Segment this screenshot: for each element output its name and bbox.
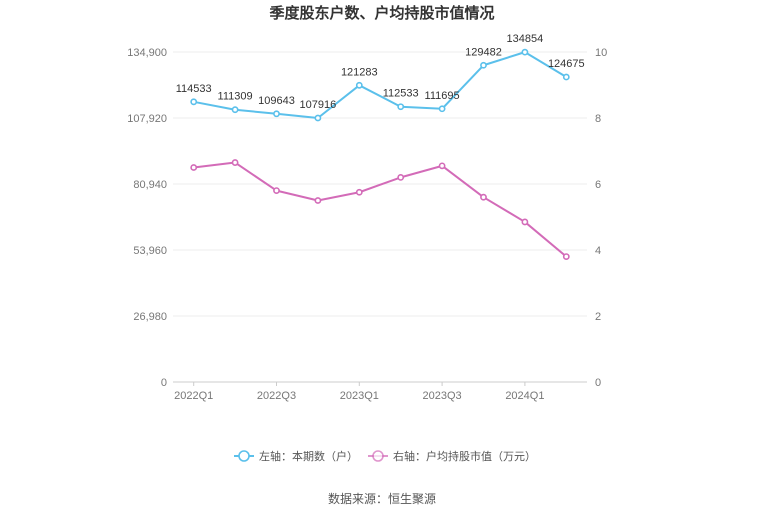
data-label: 124675 [548,58,585,70]
left-axis-tick-label: 107,920 [127,113,167,125]
data-label: 121283 [341,66,378,78]
data-label: 114533 [176,83,212,95]
data-point [480,193,487,201]
data-label: 111695 [425,90,460,102]
legend-item[interactable]: 左轴：本期数（户） [234,449,358,463]
data-point [314,197,322,204]
data-label: 112533 [383,88,419,100]
data-point [273,187,280,194]
data-point [231,106,239,114]
data-point [438,105,446,113]
left-axis-tick-label: 80,940 [133,179,167,191]
chart-title: 季度股东户数、户均持股市值情况 [269,4,494,22]
series-line-avg-value [193,161,567,258]
left-axis-tick-label: 26,980 [133,311,167,323]
legend-label: 左轴：本期数（户） [259,449,358,463]
left-axis-tick-label: 53,960 [133,245,167,257]
data-point [190,98,198,106]
x-axis-tick-label: 2022Q3 [257,390,296,402]
left-axis-tick-label: 0 [161,377,167,389]
legend-label: 右轴：户均持股市值（万元） [393,449,536,463]
data-point [273,110,280,118]
data-point [190,164,198,171]
data-label: 109643 [258,95,295,107]
right-axis-tick-label: 6 [595,179,601,191]
legend[interactable]: 左轴：本期数（户） 右轴：户均持股市值（万元） [234,449,536,463]
data-point [562,73,570,81]
x-axis-tick-label: 2023Q3 [423,390,462,402]
data-point [397,103,405,111]
x-axis-tick-label: 2022Q1 [174,390,213,402]
data-point [397,173,405,181]
series [190,48,570,260]
data-point [355,81,363,89]
axes: 0 0 26,980 2 53,960 4 80,940 6 107,920 8 134,900 10… [127,47,607,402]
data-label: 134854 [507,33,544,45]
left-axis-tick-label: 134,900 [127,47,167,59]
data-point [562,253,570,260]
right-axis-tick-label: 4 [595,245,601,257]
series-line-holders [193,51,567,120]
data-label: 129482 [465,46,502,58]
data-label: 107916 [300,99,337,111]
data-point [231,159,239,166]
data-point [480,61,487,69]
right-axis-tick-label: 0 [595,377,601,389]
data-point [314,114,322,122]
data-point [355,188,363,196]
data-labels: 114533 111309 109643 107916 121283 112533 1116… [176,33,585,111]
right-axis-tick-label: 8 [595,113,601,125]
legend-item[interactable]: 右轴：户均持股市值（万元） [368,449,536,463]
legend-swatch-marker [372,450,384,462]
data-point [521,218,529,226]
source-note: 数据来源：恒生聚源 [328,491,436,506]
right-axis-tick-label: 10 [595,47,607,59]
grid [173,51,587,383]
x-axis-tick-label: 2024Q1 [505,390,544,402]
right-axis-tick-label: 2 [595,311,601,323]
data-label: 111309 [218,91,253,103]
data-point [521,48,529,56]
legend-swatch-marker [238,450,250,462]
data-point [438,162,446,170]
x-axis-tick-label: 2023Q1 [340,390,379,402]
